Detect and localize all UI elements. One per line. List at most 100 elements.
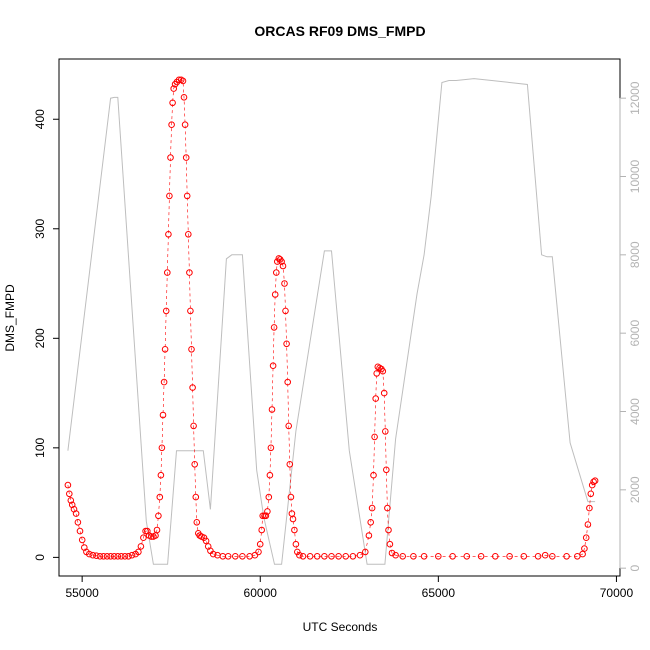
data-point xyxy=(520,553,528,560)
data-point xyxy=(64,481,72,489)
data-point xyxy=(166,192,173,200)
data-point xyxy=(287,493,295,501)
data-point xyxy=(492,553,499,560)
y-tick-label: 300 xyxy=(33,218,47,238)
data-point xyxy=(342,553,350,560)
data-point xyxy=(385,526,392,534)
series-connector xyxy=(67,79,596,557)
data-point xyxy=(170,85,177,92)
y-tick-label: 200 xyxy=(33,328,47,348)
data-point xyxy=(582,534,590,542)
data-point xyxy=(93,552,100,560)
data-point xyxy=(268,406,276,413)
data-point xyxy=(188,346,195,353)
y2-tick-label: 0 xyxy=(628,565,642,572)
chart-title: ORCAS RF09 DMS_FMPD xyxy=(254,23,425,39)
data-point xyxy=(278,258,285,265)
data-point xyxy=(140,534,147,542)
data-point xyxy=(383,466,390,474)
data-point xyxy=(587,490,595,498)
data-point xyxy=(190,422,197,430)
data-point xyxy=(372,395,380,402)
data-point xyxy=(370,471,377,479)
data-point xyxy=(110,553,118,560)
secondary-series-line xyxy=(67,78,596,565)
data-point xyxy=(158,444,166,452)
data-point xyxy=(76,527,84,535)
data-point xyxy=(266,471,274,479)
data-point xyxy=(232,553,239,560)
data-point xyxy=(306,553,314,560)
data-point xyxy=(299,553,307,560)
data-point xyxy=(588,481,596,489)
data-point xyxy=(590,478,597,486)
data-point xyxy=(581,545,588,552)
data-point xyxy=(373,370,381,377)
data-point xyxy=(321,553,328,560)
data-point xyxy=(186,269,193,276)
data-point xyxy=(289,515,297,523)
data-point xyxy=(183,192,191,200)
data-point xyxy=(379,367,387,375)
data-point xyxy=(259,512,267,520)
data-point xyxy=(271,291,279,298)
data-point xyxy=(74,519,82,526)
y2-tick-label: 12000 xyxy=(628,81,642,115)
data-point xyxy=(121,553,129,560)
data-point xyxy=(294,548,301,556)
data-point xyxy=(96,553,104,560)
data-point xyxy=(269,362,277,370)
x-tick-label: 60000 xyxy=(244,586,278,600)
data-point xyxy=(506,553,513,560)
data-point xyxy=(328,553,335,560)
x-axis: 55000 60000 65000 70000 xyxy=(65,575,633,600)
data-point xyxy=(137,543,145,550)
y2-tick-label: 6000 xyxy=(628,320,642,347)
data-point xyxy=(283,340,290,348)
data-point xyxy=(209,550,217,558)
data-point xyxy=(182,154,190,161)
data-point xyxy=(586,504,593,512)
data-point xyxy=(281,280,288,287)
data-point xyxy=(162,307,170,315)
y-tick-label: 0 xyxy=(33,554,47,561)
data-point xyxy=(189,384,196,391)
data-point xyxy=(164,269,171,276)
data-point xyxy=(273,269,280,276)
data-point xyxy=(224,553,232,560)
data-point xyxy=(371,433,378,441)
data-point xyxy=(386,540,394,548)
data-point xyxy=(157,471,165,479)
data-point xyxy=(68,501,76,509)
y2-tick-label: 8000 xyxy=(628,241,642,268)
y-tick-label: 400 xyxy=(33,109,47,129)
data-point xyxy=(192,493,200,501)
y-tick-label: 100 xyxy=(33,437,47,457)
plot-box xyxy=(58,58,621,577)
data-point xyxy=(574,553,581,560)
data-point xyxy=(362,548,369,556)
data-point xyxy=(255,548,262,556)
data-point xyxy=(144,527,151,535)
data-point xyxy=(114,553,122,560)
data-point xyxy=(258,526,266,534)
data-point xyxy=(66,490,73,498)
data-point xyxy=(449,553,456,560)
data-point xyxy=(161,346,169,353)
data-point xyxy=(292,540,300,548)
data-point xyxy=(175,76,183,84)
data-point xyxy=(388,549,396,557)
data-point xyxy=(356,551,364,559)
data-point xyxy=(128,551,136,559)
data-point xyxy=(86,550,93,558)
data-point xyxy=(534,553,542,560)
secondary-axis-line xyxy=(67,78,596,565)
data-point xyxy=(100,553,107,560)
y2-tick-label: 4000 xyxy=(628,398,642,425)
data-point xyxy=(420,553,428,560)
data-point xyxy=(410,553,417,560)
y-axis: 0 100 200 300 400 xyxy=(33,109,60,561)
y2-tick-label: 10000 xyxy=(628,159,642,193)
data-point xyxy=(168,121,175,128)
